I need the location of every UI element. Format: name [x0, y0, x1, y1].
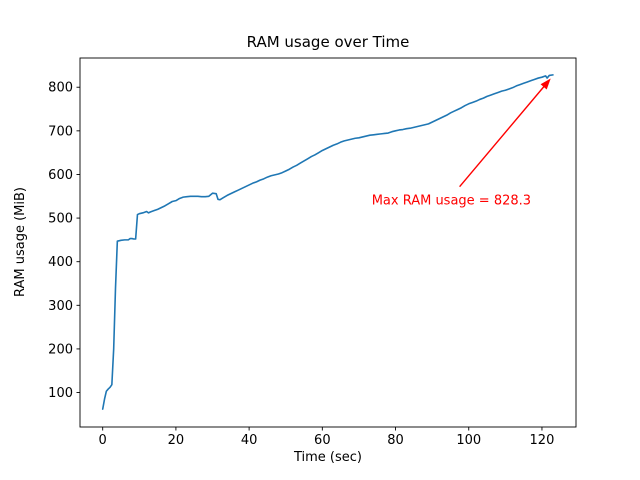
y-tick-label: 500 [48, 212, 73, 227]
x-tick-label: 80 [387, 433, 404, 448]
y-tick-label: 100 [48, 386, 73, 401]
annotation: Max RAM usage = 828.3 [372, 78, 551, 209]
chart-title: RAM usage over Time [247, 33, 410, 51]
y-tick-label: 800 [48, 81, 73, 96]
y-axis-label: RAM usage (MiB) [13, 187, 28, 297]
plot-border [79, 57, 577, 428]
x-tick-label: 0 [99, 433, 107, 448]
x-tick-label: 120 [530, 433, 555, 448]
annotation-text: Max RAM usage = 828.3 [372, 194, 531, 209]
x-axis-ticks: 0 20 40 60 80 100 120 [99, 427, 555, 448]
y-tick-label: 700 [48, 124, 73, 139]
y-tick-label: 400 [48, 255, 73, 270]
y-axis-ticks: 100 200 300 400 500 600 700 800 [48, 81, 80, 401]
series-line [101, 74, 554, 410]
annotation-arrow-line [459, 84, 546, 188]
y-tick-label: 300 [48, 299, 73, 314]
x-axis-label: Time (sec) [293, 450, 362, 465]
data-line [101, 74, 554, 410]
x-tick-label: 100 [456, 433, 481, 448]
y-tick-label: 200 [48, 342, 73, 357]
x-tick-label: 60 [314, 433, 331, 448]
x-tick-label: 20 [168, 433, 185, 448]
x-tick-label: 40 [241, 433, 258, 448]
annotation-arrow-head [540, 78, 551, 90]
y-tick-label: 600 [48, 168, 73, 183]
